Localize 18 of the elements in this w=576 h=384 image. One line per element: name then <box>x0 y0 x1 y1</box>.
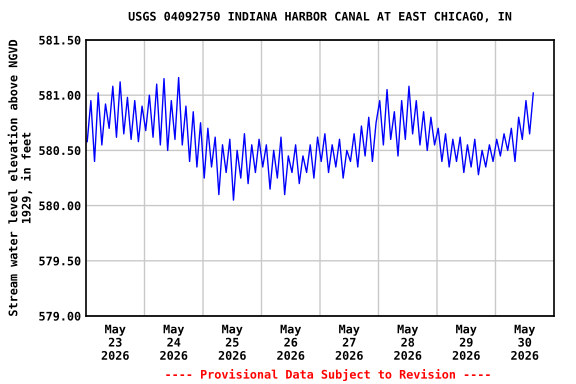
y-tick-label: 581.50 <box>39 36 80 45</box>
x-tick-label: May 29 2026 <box>452 324 480 360</box>
y-tick-label: 579.50 <box>39 256 80 266</box>
x-tick-label: May 28 2026 <box>394 324 422 360</box>
x-tick-label: May 26 2026 <box>277 324 304 360</box>
y-tick-label: 581.00 <box>39 90 80 100</box>
line-series <box>86 76 534 201</box>
text: ---- Provisional Data Subject to Revision ---- <box>166 368 490 382</box>
y-tick-label: 579.00 <box>39 312 80 321</box>
x-tick-label: May 24 2026 <box>160 324 188 360</box>
x-tick-label: May 30 2026 <box>511 324 538 360</box>
y-axis-title: Stream water level elevation above NGVD 1929, in feet <box>8 40 32 316</box>
x-tick-label: May 27 2026 <box>336 324 363 360</box>
y-tick-label: 580.00 <box>39 201 80 210</box>
x-tick-label: May 25 2026 <box>218 324 246 360</box>
chart-title: USGS 04092750 INDIANA HARBOR CANAL AT EAST CHICAGO, IN <box>128 12 512 22</box>
x-tick-label: May 23 2026 <box>102 324 129 360</box>
y-tick-label: 580.50 <box>39 146 80 156</box>
